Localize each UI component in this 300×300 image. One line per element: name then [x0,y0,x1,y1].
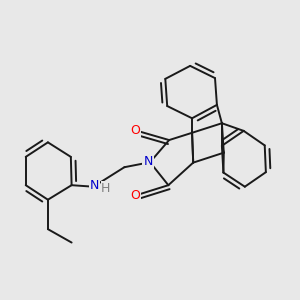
Text: N: N [143,154,153,168]
Text: O: O [130,124,140,137]
Text: H: H [101,182,110,195]
Text: O: O [130,189,140,202]
Text: N: N [90,179,99,192]
